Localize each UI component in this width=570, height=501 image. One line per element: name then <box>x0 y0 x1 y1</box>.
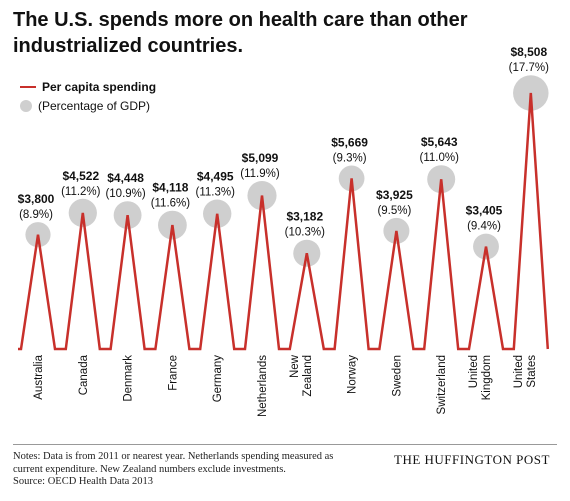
value-label: $4,448 <box>107 171 144 185</box>
gdp-label: (9.5%) <box>377 205 411 217</box>
category-label: Norway <box>347 355 359 394</box>
value-label: $3,182 <box>286 210 323 224</box>
gdp-label: (17.7%) <box>509 62 549 74</box>
gdp-label: (11.6%) <box>151 198 191 210</box>
value-label: $3,800 <box>18 192 55 206</box>
category-label: France <box>167 355 179 391</box>
spending-line <box>18 92 550 351</box>
value-label: $4,495 <box>197 170 234 184</box>
gdp-label: (11.2%) <box>61 186 101 198</box>
notes-source: Source: OECD Health Data 2013 <box>13 476 153 487</box>
category-label: UnitedStates <box>513 355 538 388</box>
legend-item-spending: Per capita spending <box>20 80 156 94</box>
spending-chart: $3,800 (8.9%) $4,522 (11.2%) $4,448 (10.9%) $4… <box>18 45 550 417</box>
gdp-label: (11.9%) <box>240 168 280 180</box>
value-label: $4,522 <box>62 169 99 183</box>
value-label: $5,669 <box>331 136 368 150</box>
gdp-label: (8.9%) <box>19 209 53 221</box>
notes-line-1: Notes: Data is from 2011 or nearest year… <box>13 451 334 462</box>
legend-item-gdp: (Percentage of GDP) <box>20 99 150 113</box>
gdp-label: (10.3%) <box>285 227 325 239</box>
legend-line-swatch <box>20 86 36 88</box>
value-label: $8,508 <box>510 45 547 59</box>
category-label: Germany <box>212 355 224 403</box>
gdp-label: (9.3%) <box>333 153 367 165</box>
legend-line-label: Per capita spending <box>42 80 157 94</box>
footer-divider <box>13 444 557 445</box>
legend-bubble-swatch <box>20 100 32 112</box>
gdp-label: (11.0%) <box>419 152 459 164</box>
chart-notes: Notes: Data is from 2011 or nearest year… <box>13 451 353 489</box>
category-label: UnitedKingdom <box>468 355 493 400</box>
value-label: $4,118 <box>152 181 188 195</box>
gdp-label: (11.3%) <box>195 187 235 199</box>
value-label: $5,099 <box>242 151 279 165</box>
notes-line-2: current expenditure. New Zealand numbers… <box>13 463 286 475</box>
gdp-label: (9.4%) <box>467 221 501 233</box>
value-label: $5,643 <box>421 135 458 149</box>
category-label: Canada <box>78 354 90 395</box>
chart-title: The U.S. spends more on health care than… <box>13 9 468 57</box>
category-label: Sweden <box>391 355 403 397</box>
category-label: Switzerland <box>436 355 448 414</box>
category-label: Netherlands <box>257 355 269 417</box>
category-label: NewZealand <box>289 354 314 396</box>
publisher-brand: THE HUFFINGTON POST <box>394 452 550 467</box>
legend-bubble-label: (Percentage of GDP) <box>38 99 151 113</box>
gdp-label: (10.9%) <box>105 188 145 200</box>
category-label: Denmark <box>123 355 135 402</box>
category-label: Australia <box>33 354 45 399</box>
value-label: $3,925 <box>376 188 413 202</box>
value-label: $3,405 <box>466 204 503 218</box>
